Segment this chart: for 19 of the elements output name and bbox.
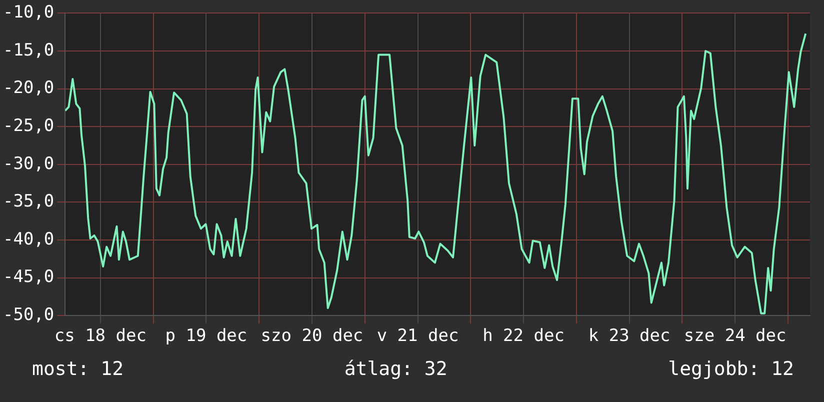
- text: most: 12: [32, 358, 124, 380]
- y-tick-label: -15,0: [2, 40, 54, 60]
- x-tick-label: v 21 dec: [376, 326, 459, 346]
- y-tick-label: -35,0: [2, 192, 54, 212]
- x-tick-label: h 22 dec: [482, 326, 564, 346]
- x-tick-label: k 23 dec: [588, 326, 670, 346]
- text: legjobb: 12: [668, 358, 794, 380]
- y-tick-label: -10,0: [2, 2, 54, 23]
- y-tick-label: -20,0: [2, 78, 54, 98]
- y-tick-label: -25,0: [2, 116, 54, 136]
- y-tick-label: -40,0: [2, 229, 54, 250]
- x-tick-label: cs 18 dec: [54, 326, 146, 346]
- x-tick-label: p 19 dec: [165, 326, 248, 346]
- text: átlag: 32: [344, 358, 448, 380]
- x-tick-label: szo 20 dec: [260, 326, 364, 346]
- y-tick-label: -30,0: [2, 154, 54, 174]
- y-tick-label: -45,0: [2, 267, 54, 288]
- x-tick-label: sze 24 dec: [684, 326, 786, 346]
- y-tick-label: -50,0: [2, 305, 54, 326]
